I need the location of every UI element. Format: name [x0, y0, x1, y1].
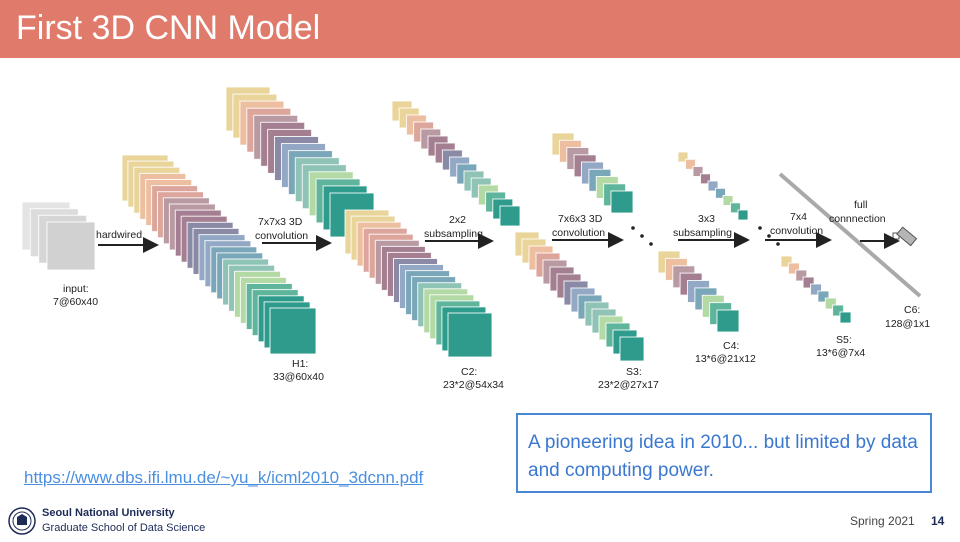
- s3-layer-name: S3:: [626, 366, 642, 378]
- c2-bottom-feature-stack: [344, 209, 493, 358]
- op-subsampling1-label-line1: 2x2: [449, 214, 466, 226]
- op-subsampling1-label-line2: subsampling: [424, 228, 483, 240]
- c6-output-icon: [892, 226, 918, 247]
- feature-map-square: [700, 173, 711, 185]
- op-subsampling2-label-line2: subsampling: [673, 227, 732, 239]
- c2-layer-shape: 23*2@54x34: [443, 379, 504, 391]
- s5-feature-stack: [780, 255, 852, 324]
- title-bar: First 3D CNN Model: [0, 0, 960, 58]
- feature-map-square: [810, 283, 822, 296]
- s5-layer-name: S5:: [836, 334, 852, 346]
- op-subsampling2-label-line1: 3x3: [698, 213, 715, 225]
- feature-map-square: [716, 309, 740, 333]
- op-conv3-label-line1: 7x4: [790, 211, 807, 223]
- s5-layer-shape: 13*6@7x4: [816, 347, 865, 359]
- c6-layer-name: C6:: [904, 304, 920, 316]
- h1-feature-stack: [121, 154, 317, 355]
- op-conv2-label-line1: 7x6x3 3D: [558, 213, 603, 225]
- feature-map-square: [824, 297, 837, 310]
- feature-map-square: [715, 187, 726, 199]
- input-layer-shape: 7@60x40: [53, 296, 98, 308]
- op-conv2-label-line2: convolution: [552, 227, 605, 239]
- feature-map-square: [677, 151, 689, 163]
- slide-title: First 3D CNN Model: [16, 9, 321, 47]
- feature-map-square: [707, 180, 719, 192]
- feature-map-square: [722, 195, 734, 206]
- c2-layer-name: C2:: [461, 366, 477, 378]
- feature-map-square: [787, 262, 800, 275]
- term-label: Spring 2021: [850, 514, 915, 528]
- page-number: 14: [931, 514, 945, 528]
- full-connection-line: [778, 172, 922, 298]
- op-conv1-label-line2: convolution: [255, 230, 308, 242]
- c4-layer-shape: 13*6@21x12: [695, 353, 756, 365]
- input-stack: [21, 201, 96, 271]
- feature-map-square: [737, 209, 749, 221]
- callout-text: A pioneering idea in 2010... but limited…: [528, 432, 918, 481]
- op-conv1-label-line1: 7x7x3 3D: [258, 216, 303, 228]
- s3-layer-shape: 23*2@27x17: [598, 379, 659, 391]
- feature-map-square: [269, 307, 317, 355]
- s3-bottom-feature-stack: [514, 231, 645, 362]
- feature-map-square: [780, 255, 793, 268]
- feature-map-square: [730, 202, 741, 214]
- op-conv3-label-line2: convolution: [770, 225, 823, 237]
- cnn-architecture-diagram: hardwired 7x7x3 3D convolution 2x2 subsa…: [21, 86, 930, 391]
- feature-map-square: [795, 269, 808, 282]
- callout-box: A pioneering idea in 2010... but limited…: [516, 413, 932, 493]
- feature-map-square: [817, 290, 830, 303]
- s3-top-feature-stack: [391, 100, 521, 227]
- c6-layer-shape: 128@1x1: [885, 318, 930, 330]
- feature-map-square: [832, 304, 845, 317]
- ellipsis-dots-2: [758, 226, 780, 246]
- h1-layer-name: H1:: [292, 358, 308, 370]
- h1-layer-shape: 33@60x40: [273, 371, 324, 383]
- op-full-connection-label-line1: full: [854, 199, 867, 211]
- feature-map-square: [499, 205, 521, 227]
- feature-map-square: [685, 158, 696, 170]
- school-name: Graduate School of Data Science: [42, 522, 206, 534]
- feature-map-square: [692, 166, 704, 177]
- feature-map-square: [46, 221, 96, 271]
- feature-map-square: [839, 311, 852, 324]
- op-hardwired-label: hardwired: [96, 229, 142, 241]
- c4-bottom-feature-stack: [657, 250, 740, 333]
- c4-layer-name: C4:: [723, 340, 739, 352]
- op-full-connection-label-line2: connnection: [829, 213, 886, 225]
- paper-link[interactable]: https://www.dbs.ifi.lmu.de/~yu_k/icml201…: [24, 468, 424, 487]
- feature-map-square: [610, 190, 634, 214]
- s5-top-feature-stack: [677, 151, 749, 221]
- university-name: Seoul National University: [42, 507, 175, 519]
- university-logo-icon: [8, 507, 36, 535]
- input-layer-name: input:: [63, 283, 89, 295]
- feature-map-square: [447, 312, 493, 358]
- feature-map-square: [802, 276, 815, 289]
- ellipsis-dots-1: [631, 226, 653, 246]
- feature-map-square: [619, 336, 645, 362]
- c4-top-feature-stack: [551, 132, 634, 214]
- c2-top-feature-stack: [225, 86, 375, 238]
